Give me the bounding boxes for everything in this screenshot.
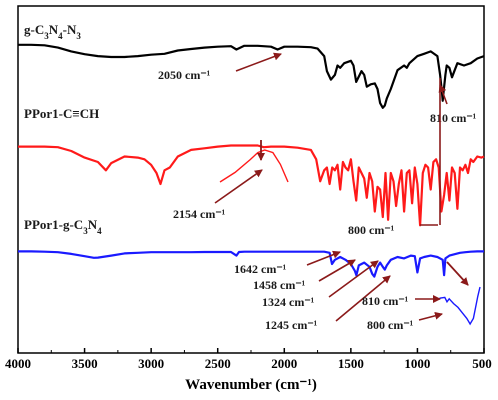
annotation-arrow: [438, 84, 448, 105]
series-label-ppor1_g_c3n4: PPor1-g-C3N4: [24, 217, 102, 236]
annotation-label: 1458 cm⁻¹: [253, 278, 306, 292]
series-label-part: 4: [97, 226, 102, 236]
annotation-label: 810 cm⁻¹: [430, 111, 477, 125]
x-tick-label: 3500: [72, 356, 98, 371]
annotation-arrow: [235, 52, 282, 72]
series-label-part: 3: [76, 31, 81, 41]
x-tick-label: 1000: [404, 356, 430, 371]
annotation-arrow: [328, 260, 379, 298]
x-tick-label: 2000: [271, 356, 297, 371]
series-line-ppor1_c_ch: [18, 144, 485, 227]
annotation-label: 2154 cm⁻¹: [173, 207, 226, 221]
annotation-arrow: [214, 169, 263, 204]
series-label-part: -N: [63, 22, 77, 37]
series-label-ppor1_c_ch: PPor1-C≡CH: [24, 106, 99, 121]
annotation-label: 1324 cm⁻¹: [262, 295, 315, 309]
annotation-arrow: [418, 311, 443, 321]
annotation-arrow: [306, 250, 341, 266]
series-line-g_c3n4_n3: [18, 43, 485, 109]
annotation-arrow: [318, 259, 356, 282]
series-label-part: PPor1-C≡CH: [24, 106, 99, 121]
series-label-part: 3: [83, 226, 88, 236]
series-label-part: 4: [58, 31, 63, 41]
x-axis-title: Wavenumber (cm⁻¹): [185, 377, 317, 393]
series-label-part: 3: [44, 31, 49, 41]
series-label-part: N: [88, 217, 98, 232]
series-label-part: PPor1-g-C: [24, 217, 83, 232]
annotation-label: 800 cm⁻¹: [348, 223, 395, 237]
annotation-label: 1245 cm⁻¹: [265, 318, 318, 332]
x-tick-label: 1500: [338, 356, 364, 371]
inset-curve-ppor1_c_ch: [219, 149, 289, 183]
x-tick-label: 500: [472, 356, 492, 371]
x-tick-label: 4000: [5, 356, 31, 371]
annotation-label: 800 cm⁻¹: [367, 318, 414, 332]
annotation-arrow: [335, 275, 391, 322]
inset-curve-ppor1_g_c3n4: [435, 286, 481, 326]
series-label-part: N: [49, 22, 59, 37]
annotations: 2050 cm⁻¹ 810 cm⁻¹ 2154 cm⁻¹ 800 cm⁻¹ 1642 c…: [158, 52, 477, 332]
annotation-label: 1642 cm⁻¹: [234, 262, 287, 276]
annotation-label: 2050 cm⁻¹: [158, 68, 211, 82]
series-label-part: g-C: [24, 22, 44, 37]
x-tick-label: 3000: [138, 356, 164, 371]
x-axis: 4000 3500 3000 2500 2000 1500 1000 500: [5, 348, 492, 371]
annotation-label: 810 cm⁻¹: [362, 294, 409, 308]
x-tick-label: 2500: [205, 356, 231, 371]
series-label-g_c3n4_n3: g-C3N4-N3: [24, 22, 81, 41]
series-layer: [18, 43, 485, 326]
zoom-arrow: [446, 261, 469, 286]
